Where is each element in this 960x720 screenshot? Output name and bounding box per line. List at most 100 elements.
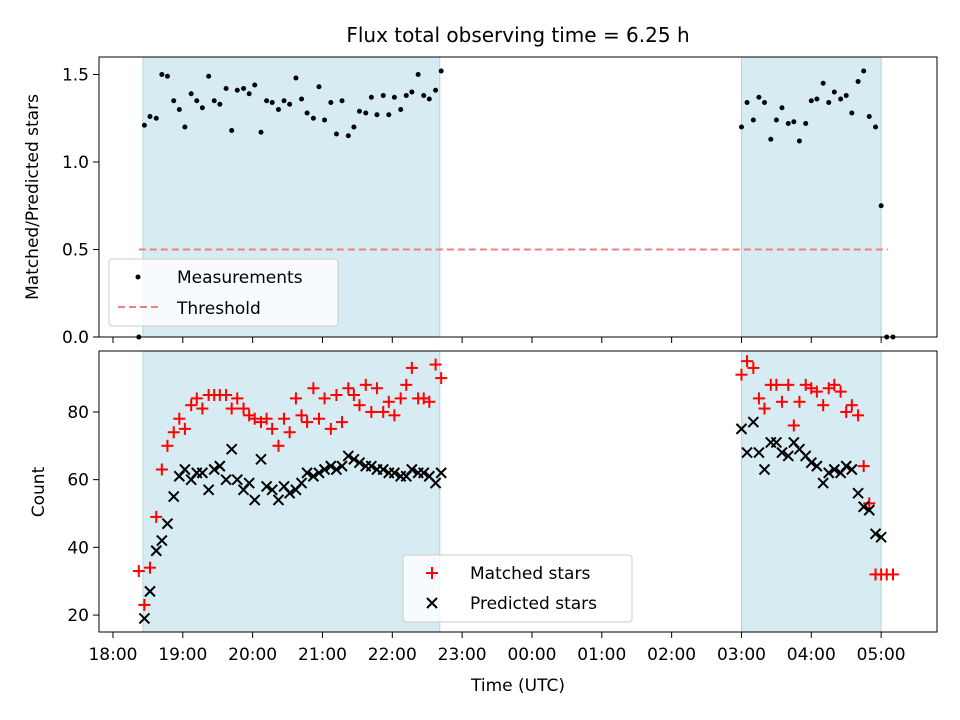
predicted-point — [336, 460, 348, 472]
predicted-point — [255, 453, 267, 466]
matched-point — [758, 402, 771, 415]
matched-point — [307, 382, 320, 395]
matched-point — [388, 409, 401, 422]
ratio-y-ticks: 0.0 0.5 1.0 1.5 — [62, 66, 99, 348]
predicted-point — [353, 457, 366, 469]
predicted-point — [348, 453, 360, 466]
measurement-point — [275, 107, 281, 112]
predicted-point — [846, 463, 858, 476]
predicted-point — [260, 480, 273, 493]
measurement-point — [398, 107, 404, 112]
measurement-point — [356, 108, 362, 114]
legend-matched-marker — [426, 567, 438, 579]
y-tick-label-1: 40 — [67, 538, 89, 558]
measurement-point — [744, 100, 750, 105]
matched-point — [782, 378, 795, 391]
predicted-point — [377, 463, 389, 476]
measurement-point — [264, 98, 270, 104]
measurement-point — [820, 80, 826, 86]
measurement-point — [386, 112, 392, 118]
measurement-point — [738, 124, 744, 130]
matched-point — [770, 378, 783, 391]
predicted-point — [196, 467, 209, 479]
matched-point — [260, 412, 273, 425]
predicted-point — [330, 463, 343, 476]
matched-point — [248, 412, 261, 425]
predicted-point — [342, 450, 355, 462]
measurement-point — [316, 84, 322, 90]
measurement-point — [147, 114, 153, 119]
measurement-point — [287, 101, 293, 107]
measurement-point — [304, 110, 310, 116]
matched-point — [289, 392, 302, 405]
measurement-point — [785, 121, 791, 126]
measurement-point — [159, 72, 165, 77]
matched-point — [295, 409, 308, 422]
predicted-point — [150, 545, 162, 557]
matched-point — [178, 422, 191, 435]
measurement-point — [426, 96, 432, 102]
measurement-point — [164, 73, 170, 79]
measurement-point — [188, 91, 194, 97]
matched-point — [278, 412, 291, 425]
matched-point — [185, 399, 198, 412]
predicted-point — [429, 477, 442, 489]
matched-point — [857, 460, 870, 473]
matched-point — [752, 392, 765, 405]
measurement-point — [299, 96, 305, 102]
predicted-point — [202, 484, 215, 496]
measurement-point — [779, 105, 785, 111]
predicted-point — [753, 446, 765, 459]
predicted-point — [863, 504, 875, 516]
predicted-point — [325, 460, 337, 472]
measurement-point — [750, 117, 756, 123]
count-y-axis-label: Count — [29, 466, 49, 517]
matched-point — [312, 412, 325, 425]
matched-point — [155, 463, 168, 476]
count-panel-frame — [98, 350, 938, 633]
measurement-point — [229, 128, 235, 133]
measurement-point — [814, 96, 820, 102]
measurement-point — [206, 73, 212, 79]
measurement-point — [351, 124, 357, 130]
ratio-legend-box — [108, 258, 339, 327]
measurement-point — [176, 107, 182, 112]
measurement-point — [808, 98, 814, 104]
measurement-point — [762, 100, 768, 105]
measurement-point — [252, 82, 258, 88]
measurement-point — [363, 110, 369, 116]
measurement-point — [223, 86, 229, 91]
x-tick-label-2: 20:00 — [228, 645, 277, 665]
matched-point — [347, 389, 360, 402]
measurement-point — [803, 121, 809, 126]
matched-point — [301, 416, 314, 429]
predicted-point — [283, 487, 296, 499]
measurement-point — [773, 117, 779, 123]
predicted-point — [770, 436, 783, 449]
measurement-point — [843, 93, 849, 98]
x-tick-label-3: 21:00 — [298, 645, 347, 665]
matched-point — [834, 385, 847, 398]
count-y-ticks: 20 40 60 80 — [67, 403, 99, 626]
predicted-point — [307, 470, 320, 482]
measurement-point — [310, 115, 316, 121]
predicted-point — [214, 460, 226, 472]
measurement-point — [403, 93, 409, 98]
matched-point — [382, 395, 395, 408]
predicted-point — [823, 467, 835, 479]
matched-point — [132, 565, 145, 578]
matched-point — [400, 378, 413, 391]
legend-threshold-label: Threshold — [176, 299, 261, 319]
measurement-point — [234, 87, 240, 93]
measurement-point — [333, 131, 339, 137]
y-tick-label-2: 1.0 — [62, 153, 89, 173]
measurement-point — [211, 98, 217, 104]
matched-point — [887, 568, 900, 581]
ratio-panel-frame — [98, 56, 938, 338]
count-points — [132, 355, 900, 625]
predicted-point — [840, 460, 852, 472]
x-tick-label-8: 02:00 — [647, 645, 696, 665]
matched-point — [817, 399, 830, 412]
predicted-point — [266, 484, 278, 496]
x-tick-label-0: 18:00 — [88, 645, 137, 665]
